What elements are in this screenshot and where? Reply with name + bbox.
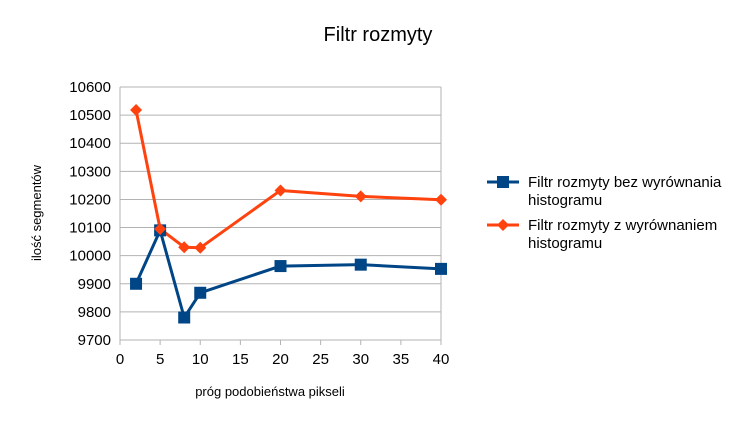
series-1-point-2 bbox=[178, 241, 191, 254]
x-tick-label-8: 40 bbox=[433, 351, 450, 368]
y-tick-label-7: 10400 bbox=[69, 135, 111, 152]
series-lines bbox=[134, 109, 442, 320]
series-0-point-0 bbox=[130, 277, 143, 290]
series-0-point-2 bbox=[178, 311, 191, 324]
y-tick-label-6: 10300 bbox=[69, 163, 111, 180]
series-0-point-5 bbox=[354, 258, 367, 271]
x-tick-label-4: 20 bbox=[272, 351, 289, 368]
x-tick-label-5: 25 bbox=[312, 351, 329, 368]
series-0-point-6 bbox=[435, 262, 447, 275]
series-1-point-0 bbox=[130, 104, 143, 117]
y-tick-label-8: 10500 bbox=[69, 107, 111, 124]
legend-swatch-marker-1 bbox=[497, 219, 509, 231]
series-1-point-4 bbox=[274, 184, 287, 197]
legend: Filtr rozmyty bez wyrównaniahistogramuFi… bbox=[487, 174, 722, 252]
legend-label-0-line-0: Filtr rozmyty bez wyrównania bbox=[528, 174, 722, 191]
y-tick-label-3: 10000 bbox=[69, 248, 111, 265]
series-1-point-3 bbox=[194, 241, 207, 254]
y-tick-label-5: 10200 bbox=[69, 191, 111, 208]
x-tick-label-0: 0 bbox=[116, 351, 124, 368]
y-tick-label-9: 10600 bbox=[69, 79, 111, 96]
series-1-point-6 bbox=[435, 193, 447, 206]
legend-label-0-line-1: histogramu bbox=[528, 192, 602, 209]
x-tick-label-7: 35 bbox=[393, 351, 410, 368]
x-tick-label-1: 5 bbox=[156, 351, 164, 368]
series-0-point-4 bbox=[274, 260, 287, 273]
axes: 9700980099001000010100102001030010400105… bbox=[69, 79, 449, 368]
chart-title: Filtr rozmyty bbox=[324, 24, 433, 46]
series-markers bbox=[130, 104, 447, 324]
legend-label-1-line-1: histogramu bbox=[528, 235, 602, 252]
y-tick-label-2: 9900 bbox=[78, 276, 111, 293]
y-axis-label: ilość segmentów bbox=[29, 164, 44, 261]
y-tick-label-4: 10100 bbox=[69, 220, 111, 237]
y-tick-label-1: 9800 bbox=[78, 304, 111, 321]
series-1-point-1 bbox=[154, 222, 167, 235]
series-0-point-3 bbox=[194, 286, 207, 299]
x-tick-label-2: 10 bbox=[192, 351, 209, 368]
series-line-0 bbox=[134, 228, 442, 320]
x-axis-label: próg podobieństwa pikseli bbox=[195, 384, 345, 399]
y-tick-label-0: 9700 bbox=[78, 332, 111, 349]
legend-label-1-line-0: Filtr rozmyty z wyrównaniem bbox=[528, 217, 717, 234]
series-1-point-5 bbox=[354, 190, 367, 203]
x-tick-label-6: 30 bbox=[352, 351, 369, 368]
grid bbox=[120, 86, 441, 341]
x-tick-label-3: 15 bbox=[232, 351, 249, 368]
legend-swatch-marker-0 bbox=[497, 176, 509, 188]
